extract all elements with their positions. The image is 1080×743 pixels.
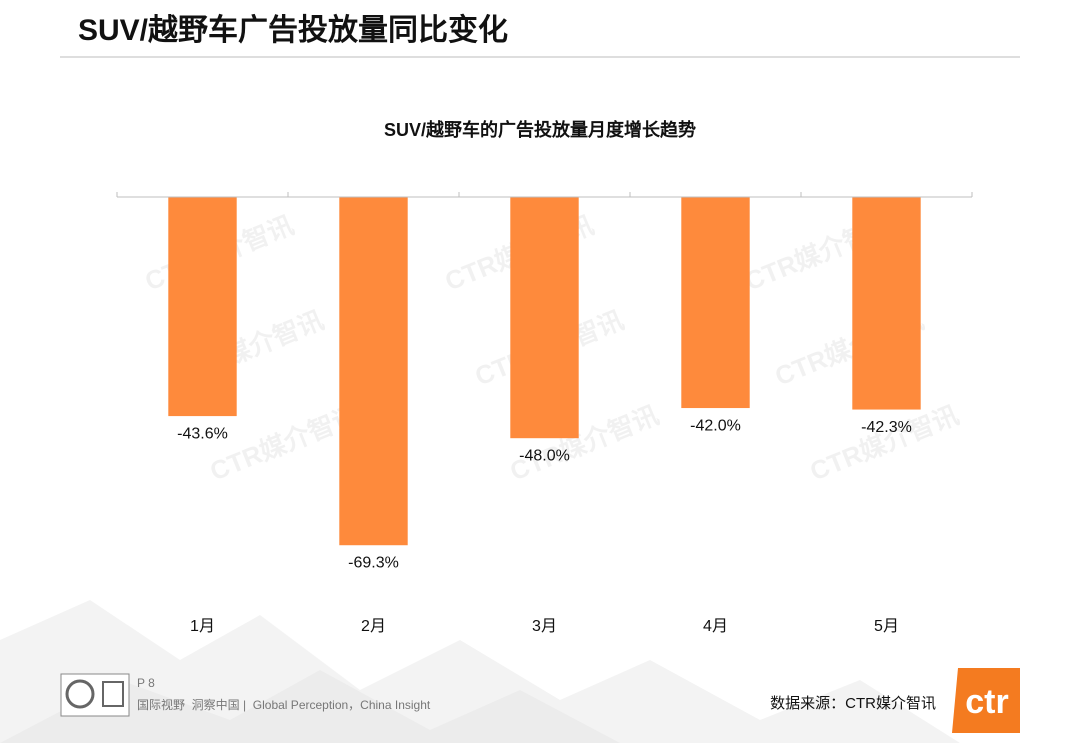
- cert-icon: [65, 679, 95, 709]
- data-label: -42.0%: [690, 417, 741, 434]
- cert-badge: [60, 673, 130, 717]
- chart-title: SUV/越野车的广告投放量月度增长趋势: [384, 119, 696, 140]
- bar: [168, 197, 237, 417]
- bar: [852, 197, 921, 410]
- plot: 1月 -43.6% 2月 -69.3% 3月 -48.0% 4月 -42.0% 5月 -42.3%: [116, 192, 973, 635]
- x-tick-label: 1月: [190, 618, 215, 635]
- logo: ctr: [965, 683, 1008, 721]
- slide-title: SUV/越野车广告投放量同比变化: [78, 13, 508, 47]
- bar: [510, 197, 579, 439]
- bar: [681, 197, 750, 409]
- data-label: -69.3%: [348, 554, 399, 571]
- slogan: 国际视野 洞察中国 | Global Perception，China Insi…: [137, 697, 431, 712]
- x-tick-label: 5月: [874, 618, 899, 635]
- x-tick-label: 3月: [532, 618, 557, 635]
- x-tick-label: 2月: [361, 618, 386, 635]
- bar: [339, 197, 408, 546]
- cert-icon: [102, 681, 124, 707]
- logo-box: [952, 668, 1020, 733]
- data-label: -43.6%: [177, 425, 228, 442]
- source: 数据来源：CTR媒介智讯: [770, 694, 936, 712]
- footer: P 8 国际视野 洞察中国 | Global Perception，China …: [60, 668, 1020, 733]
- background-shapes: [0, 600, 960, 743]
- x-tick-label: 4月: [703, 618, 728, 635]
- watermark: CTR媒介智讯: [806, 400, 963, 487]
- data-label: -48.0%: [519, 447, 570, 464]
- page-number: P 8: [137, 676, 155, 690]
- data-label: -42.3%: [861, 419, 912, 436]
